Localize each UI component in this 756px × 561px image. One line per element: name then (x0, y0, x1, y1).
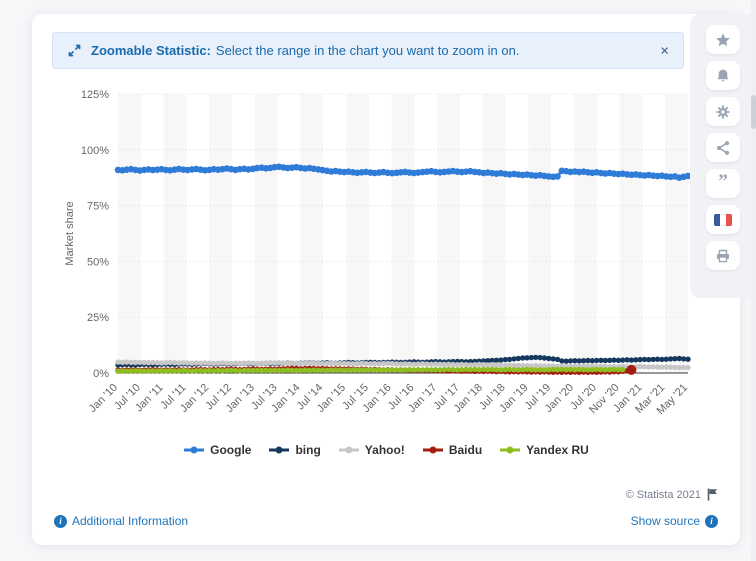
legend-label: Yahoo! (364, 443, 405, 457)
svg-text:25%: 25% (87, 312, 109, 324)
svg-text:100%: 100% (81, 145, 109, 157)
additional-information-link[interactable]: i Additional Information (54, 514, 188, 528)
page-scrollbar[interactable] (751, 0, 756, 561)
expand-icon (68, 44, 81, 57)
show-source-label: Show source (630, 514, 700, 528)
svg-text:50%: 50% (87, 256, 109, 268)
plot-bands (118, 94, 688, 373)
legend-item-baidu[interactable]: Baidu (422, 443, 482, 457)
legend-label: Baidu (448, 443, 483, 457)
settings-button[interactable] (706, 97, 740, 126)
legend-marker (184, 446, 205, 454)
svg-text:75%: 75% (87, 201, 109, 213)
notifications-button[interactable] (706, 61, 740, 90)
legend-item-bing[interactable]: bing (268, 443, 321, 457)
language-button[interactable] (706, 205, 740, 234)
info-icon: i (705, 514, 718, 528)
footer-links: i Additional Information Show source i (54, 512, 718, 530)
legend-marker (338, 446, 359, 454)
cite-button[interactable]: ” (706, 169, 740, 198)
gear-icon (716, 104, 730, 119)
additional-information-label: Additional Information (72, 514, 189, 528)
close-icon[interactable]: × (656, 39, 673, 62)
zoom-banner: Zoomable Statistic: Select the range in … (52, 32, 684, 69)
banner-title: Zoomable Statistic: (91, 43, 211, 58)
printer-icon (717, 249, 729, 262)
legend-label: bing (295, 443, 321, 457)
svg-text:Market share: Market share (64, 201, 76, 265)
svg-text:Jan '10: Jan '10 (87, 382, 120, 415)
svg-text:125%: 125% (81, 89, 109, 101)
flag-marker-icon (707, 488, 717, 501)
series-google[interactable] (114, 163, 692, 182)
legend-item-yahoo-[interactable]: Yahoo! (338, 443, 405, 457)
quote-icon: ” (718, 170, 728, 192)
legend-marker (269, 446, 290, 454)
chart-legend: Google bing Yahoo! Baidu Yandex RU (32, 440, 740, 460)
favorite-button[interactable] (706, 25, 740, 54)
bell-icon (717, 69, 729, 81)
legend-marker (422, 446, 443, 454)
info-icon: i (54, 514, 67, 528)
show-source-link[interactable]: Show source i (631, 514, 718, 528)
legend-marker (500, 446, 521, 454)
series-yandex-ru[interactable] (115, 366, 626, 374)
french-flag-icon (714, 213, 732, 226)
legend-label: Yandex RU (526, 443, 589, 457)
scrollbar-thumb[interactable] (751, 95, 756, 129)
svg-text:0%: 0% (93, 368, 109, 380)
copyright: © Statista 2021 (626, 488, 718, 501)
y-axis: 0% 25% 50% 75% 100% 125% (81, 89, 688, 380)
legend-item-yandex-ru[interactable]: Yandex RU (499, 443, 589, 457)
share-button[interactable] (706, 133, 740, 162)
copyright-text: © Statista 2021 (625, 488, 701, 501)
banner-message: Select the range in the chart you want t… (215, 43, 520, 58)
statistic-card: Zoomable Statistic: Select the range in … (32, 14, 740, 545)
share-icon (716, 140, 730, 155)
line-chart[interactable]: 0% 25% 50% 75% 100% 125% Market share Jan '10Ju… (60, 80, 710, 438)
star-icon (716, 32, 730, 46)
legend-label: Google (210, 443, 252, 457)
print-button[interactable] (706, 241, 740, 270)
y-axis-title: Market share (64, 201, 76, 265)
legend-item-google[interactable]: Google (183, 443, 251, 457)
action-toolbar: ” (690, 14, 756, 298)
